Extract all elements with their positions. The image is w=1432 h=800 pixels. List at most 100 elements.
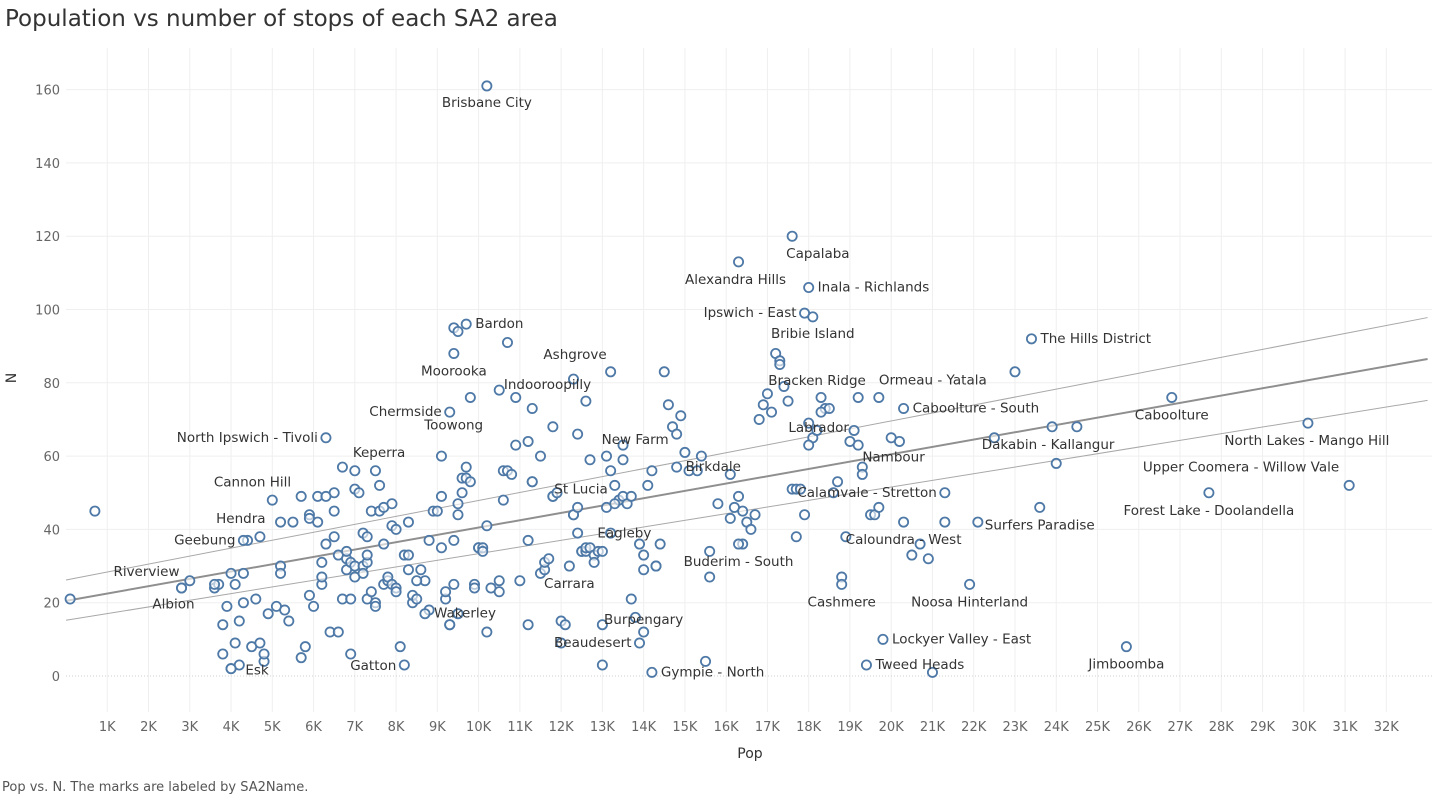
data-point[interactable] [840,531,852,543]
data-point[interactable] [493,586,505,598]
data-point[interactable] [386,498,398,510]
data-point[interactable] [464,391,476,403]
data-point[interactable] [572,501,584,513]
data-point[interactable] [448,578,460,590]
data-point[interactable] [481,626,493,638]
data-point[interactable] [662,399,674,411]
labeled-data-point[interactable] [572,428,584,440]
labeled-data-point[interactable] [634,637,646,649]
data-point[interactable] [444,619,456,631]
data-point[interactable] [642,479,654,491]
data-point[interactable] [704,571,716,583]
data-point[interactable] [749,509,761,521]
data-point[interactable] [522,619,534,631]
labeled-data-point[interactable] [786,230,798,242]
data-point[interactable] [617,454,629,466]
data-point[interactable] [679,446,691,458]
data-point[interactable] [724,468,736,480]
data-point[interactable] [254,531,266,543]
labeled-data-point[interactable] [295,490,307,502]
labeled-data-point[interactable] [638,626,650,638]
labeled-data-point[interactable] [733,256,745,268]
data-point[interactable] [782,395,794,407]
labeled-data-point[interactable] [1046,421,1058,433]
labeled-data-point[interactable] [567,373,579,385]
data-point[interactable] [724,512,736,524]
data-point[interactable] [988,432,1000,444]
data-point[interactable] [464,476,476,488]
data-point[interactable] [737,505,749,517]
data-point[interactable] [374,479,386,491]
data-point[interactable] [510,391,522,403]
labeled-data-point[interactable] [1166,391,1178,403]
data-point[interactable] [250,593,262,605]
data-point[interactable] [646,465,658,477]
data-point[interactable] [312,516,324,528]
data-point[interactable] [753,413,765,425]
data-point[interactable] [596,659,608,671]
data-point[interactable] [827,487,839,499]
data-point[interactable] [609,479,621,491]
labeled-data-point[interactable] [836,578,848,590]
data-point[interactable] [671,428,683,440]
labeled-data-point[interactable] [815,406,827,418]
data-point[interactable] [526,402,538,414]
data-point[interactable] [852,391,864,403]
labeled-data-point[interactable] [605,366,617,378]
data-point[interactable] [357,567,369,579]
labeled-data-point[interactable] [898,402,910,414]
data-point[interactable] [89,505,101,517]
data-point[interactable] [237,567,249,579]
data-point[interactable] [361,531,373,543]
data-point[interactable] [217,619,229,631]
data-point[interactable] [745,523,757,535]
data-point[interactable] [811,424,823,436]
data-point[interactable] [580,395,592,407]
labeled-data-point[interactable] [349,465,361,477]
data-point[interactable] [369,465,381,477]
data-point[interactable] [262,608,274,620]
data-point[interactable] [435,542,447,554]
data-point[interactable] [617,439,629,451]
data-point[interactable] [704,545,716,557]
data-point[interactable] [493,575,505,587]
data-point[interactable] [390,523,402,535]
data-point[interactable] [477,545,489,557]
data-point[interactable] [361,549,373,561]
data-point[interactable] [336,461,348,473]
data-point[interactable] [452,509,464,521]
data-point[interactable] [229,578,241,590]
data-point[interactable] [423,534,435,546]
data-point[interactable] [914,538,926,550]
data-point[interactable] [493,384,505,396]
data-point[interactable] [551,487,563,499]
data-point[interactable] [452,608,464,620]
data-point[interactable] [258,648,270,660]
labeled-data-point[interactable] [460,318,472,330]
labeled-data-point[interactable] [1034,501,1046,513]
data-point[interactable] [481,520,493,532]
data-point[interactable] [435,490,447,502]
data-point[interactable] [712,498,724,510]
data-point[interactable] [415,564,427,576]
data-point[interactable] [852,439,864,451]
data-point[interactable] [299,641,311,653]
data-point[interactable] [926,666,938,678]
data-point[interactable] [316,571,328,583]
data-point[interactable] [411,593,423,605]
data-point[interactable] [555,637,567,649]
data-point[interactable] [526,476,538,488]
data-point[interactable] [328,531,340,543]
data-point[interactable] [774,358,786,370]
labeled-data-point[interactable] [481,80,493,92]
data-point[interactable] [547,421,559,433]
data-point[interactable] [448,534,460,546]
labeled-data-point[interactable] [275,516,287,528]
data-point[interactable] [691,465,703,477]
data-point[interactable] [675,410,687,422]
data-point[interactable] [394,641,406,653]
labeled-data-point[interactable] [898,516,910,528]
data-point[interactable] [365,586,377,598]
labeled-data-point[interactable] [1120,641,1132,653]
labeled-data-point[interactable] [939,487,951,499]
